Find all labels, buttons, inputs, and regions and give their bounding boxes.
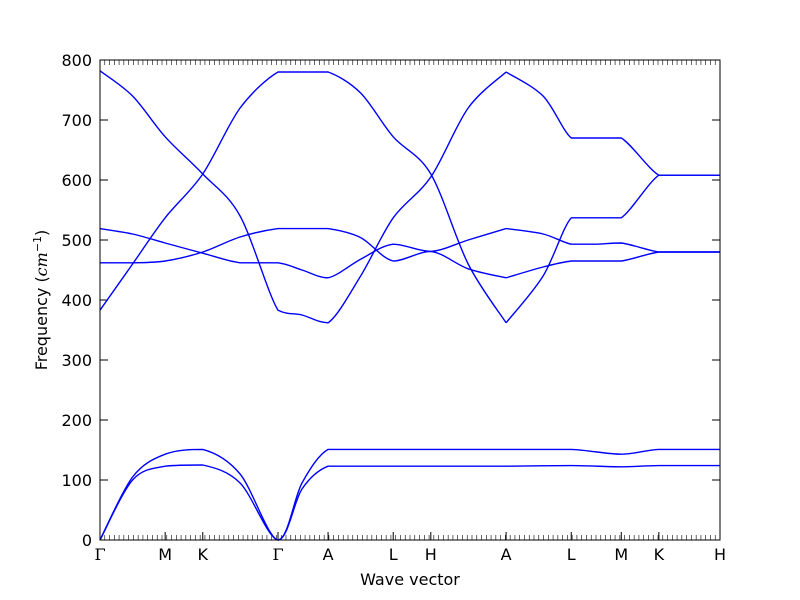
band-line [99,464,720,541]
y-tick-label: 0 [82,531,92,550]
band-line [99,70,507,324]
x-tick-label: H [425,545,437,564]
y-tick-label: 600 [61,171,92,190]
band-lines [99,70,720,541]
y-tick-label: 400 [61,291,92,310]
x-tick-label: K [654,545,665,564]
x-tick-label: H [714,545,726,564]
x-tick-label: L [567,545,576,564]
band-line [99,71,507,324]
y-axis-label: Frequency (cm−1) [31,230,51,371]
y-tick-labels: 0 100 200 300 400 500 600 700 800 [61,51,92,550]
x-tick-label: A [323,545,334,564]
y-tick-label: 100 [61,471,92,490]
y-tick-label: 800 [61,51,92,70]
x-tick-label: A [501,545,512,564]
y-tick-label: 500 [61,231,92,250]
band-line [99,448,720,541]
x-tick-label: M [158,545,172,564]
x-tick-label: K [198,545,209,564]
y-tick-label: 300 [61,351,92,370]
x-tick-label: Γ [272,545,283,564]
band-line [99,227,507,279]
y-tick-label: 700 [61,111,92,130]
x-tick-label: L [389,545,398,564]
band-line [505,251,720,279]
band-line [505,174,720,324]
x-tick-label: M [614,545,628,564]
plot-frame [99,59,721,541]
x-tick-label: Γ [94,545,105,564]
y-tick-label: 200 [61,411,92,430]
x-axis-label: Wave vector [360,570,460,589]
